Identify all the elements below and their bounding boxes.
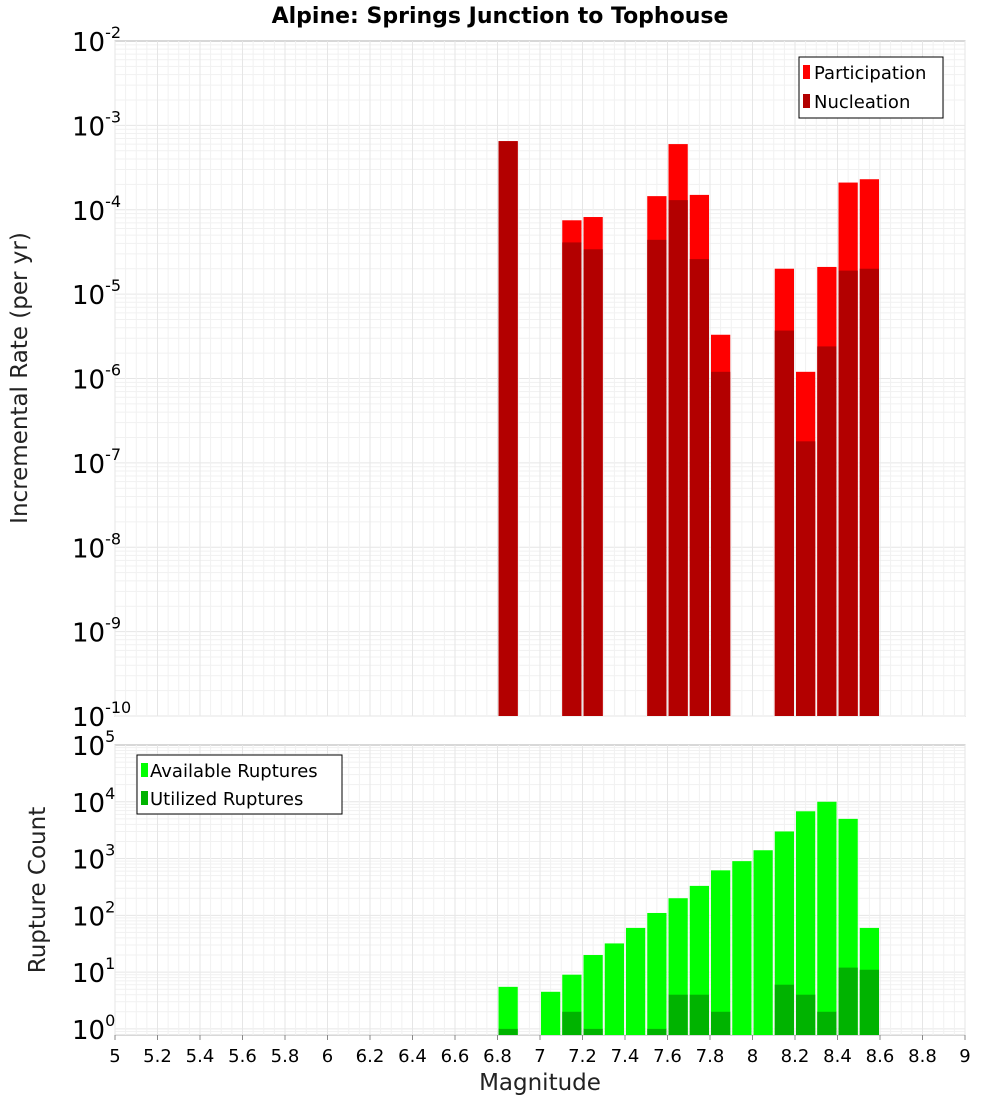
bar-available-ruptures: [817, 801, 837, 1035]
bar-utilized-ruptures: [796, 994, 816, 1035]
bar-utilized-ruptures: [711, 1011, 731, 1035]
x-tick-label: 6.2: [356, 1046, 385, 1067]
y-tick-label: 105: [72, 727, 115, 762]
y-tick-label: 10-5: [72, 276, 121, 311]
bar-utilized-ruptures: [647, 1028, 667, 1035]
x-ticks: 5 5.2 5.4 5.6 5.8 6 6.2 6.4 6.6 6.8 7 7.2 7.4 7.6 7.8 8…: [109, 1035, 971, 1067]
bar-available-ruptures: [774, 831, 794, 1035]
y-tick-label: 10-8: [72, 529, 121, 564]
bar-utilized-ruptures: [774, 984, 794, 1035]
x-tick-label: 5: [109, 1046, 120, 1067]
x-axis-label: Magnitude: [479, 1070, 601, 1096]
legend-swatch-utilized: [141, 791, 148, 805]
bar-nucleation: [668, 200, 688, 716]
bar-nucleation: [838, 270, 858, 716]
x-tick-label: 5.2: [143, 1046, 172, 1067]
bar-available-ruptures: [711, 870, 731, 1035]
x-tick-label: 6.8: [483, 1046, 512, 1067]
x-tick-label: 8: [747, 1046, 758, 1067]
x-tick-label: 6.6: [441, 1046, 470, 1067]
legend-label-participation: Participation: [814, 63, 926, 84]
bar-nucleation: [711, 371, 731, 716]
y-tick-label: 10-9: [72, 614, 121, 649]
legend-label-available: Available Ruptures: [150, 761, 318, 782]
bottom-legend: Available Ruptures Utilized Ruptures: [136, 754, 343, 815]
bar-utilized-ruptures: [498, 1028, 518, 1035]
bar-utilized-ruptures: [562, 1011, 582, 1035]
top-panel: 10-2 10-3 10-4 10-5 10-6 10-7 10-8 10-9 10-10 In…: [7, 23, 966, 733]
x-tick-label: 8.6: [866, 1046, 895, 1067]
legend-swatch-available: [141, 763, 148, 777]
legend-label-utilized: Utilized Ruptures: [150, 789, 303, 810]
bottom-bars: [498, 801, 879, 1035]
x-tick-label: 7.4: [611, 1046, 640, 1067]
bar-nucleation: [562, 242, 582, 716]
bar-available-ruptures: [498, 986, 518, 1035]
bar-available-ruptures: [626, 927, 646, 1035]
chart-title: Alpine: Springs Junction to Tophouse: [272, 4, 729, 29]
top-grid: [114, 41, 966, 717]
y-tick-label: 10-7: [72, 445, 121, 480]
x-tick-label: 7.8: [696, 1046, 725, 1067]
x-tick-label: 5.8: [271, 1046, 300, 1067]
y-tick-label: 10-6: [72, 361, 121, 396]
x-tick-label: 6.4: [398, 1046, 427, 1067]
bar-available-ruptures: [583, 955, 603, 1035]
bar-utilized-ruptures: [583, 1028, 603, 1035]
top-bars: [498, 141, 879, 717]
y-tick-label: 10-2: [72, 23, 121, 58]
y-tick-label: 103: [72, 841, 115, 876]
y-tick-label: 102: [72, 897, 115, 932]
legend-swatch-nucleation: [803, 94, 810, 108]
bar-utilized-ruptures: [859, 969, 879, 1035]
bar-nucleation: [583, 249, 603, 716]
bar-utilized-ruptures: [838, 967, 858, 1035]
top-legend: Participation Nucleation: [798, 56, 944, 119]
y-tick-label: 10-10: [72, 698, 131, 733]
y-tick-label: 10-3: [72, 107, 121, 142]
top-y-axis-label: Incremental Rate (per yr): [7, 232, 33, 524]
bottom-y-axis-label: Rupture Count: [25, 807, 51, 973]
top-legend-box: [798, 56, 944, 119]
bar-available-ruptures: [796, 811, 816, 1035]
bar-nucleation: [796, 441, 816, 716]
x-tick-label: 8.4: [823, 1046, 852, 1067]
y-tick-label: 101: [72, 954, 115, 989]
y-tick-label: 100: [72, 1011, 115, 1046]
bar-utilized-ruptures: [689, 994, 709, 1035]
bottom-panel: 105 104 103 102 101 100 5 5.2 5.4 5.6 5.8 6 6.2 6.4 6…: [25, 727, 971, 1096]
bottom-y-ticks: 105 104 103 102 101 100: [72, 727, 115, 1046]
x-tick-label: 5.6: [228, 1046, 257, 1067]
bar-nucleation: [774, 330, 794, 716]
bar-available-ruptures: [732, 861, 752, 1035]
legend-label-nucleation: Nucleation: [814, 92, 910, 113]
bar-utilized-ruptures: [817, 1011, 837, 1035]
x-tick-label: 7.2: [568, 1046, 597, 1067]
y-tick-label: 10-4: [72, 192, 121, 227]
bar-available-ruptures: [647, 912, 667, 1035]
bar-utilized-ruptures: [668, 994, 688, 1035]
bar-available-ruptures: [604, 943, 624, 1035]
bottom-legend-box: [136, 754, 343, 815]
y-tick-label: 104: [72, 784, 115, 819]
x-tick-label: 8.2: [781, 1046, 810, 1067]
bar-nucleation: [817, 346, 837, 716]
x-tick-label: 7: [534, 1046, 545, 1067]
bar-available-ruptures: [753, 850, 773, 1035]
bar-available-ruptures: [541, 991, 561, 1035]
x-tick-label: 6: [322, 1046, 333, 1067]
x-tick-label: 9: [959, 1046, 970, 1067]
bar-nucleation: [647, 239, 667, 716]
x-tick-label: 8.8: [908, 1046, 937, 1067]
bar-nucleation: [689, 259, 709, 716]
bar-nucleation: [859, 268, 879, 716]
bar-nucleation: [498, 141, 518, 717]
x-tick-label: 5.4: [186, 1046, 215, 1067]
x-tick-label: 7.6: [653, 1046, 682, 1067]
top-y-ticks: 10-2 10-3 10-4 10-5 10-6 10-7 10-8 10-9 10-10: [72, 23, 131, 733]
legend-swatch-participation: [803, 65, 810, 79]
